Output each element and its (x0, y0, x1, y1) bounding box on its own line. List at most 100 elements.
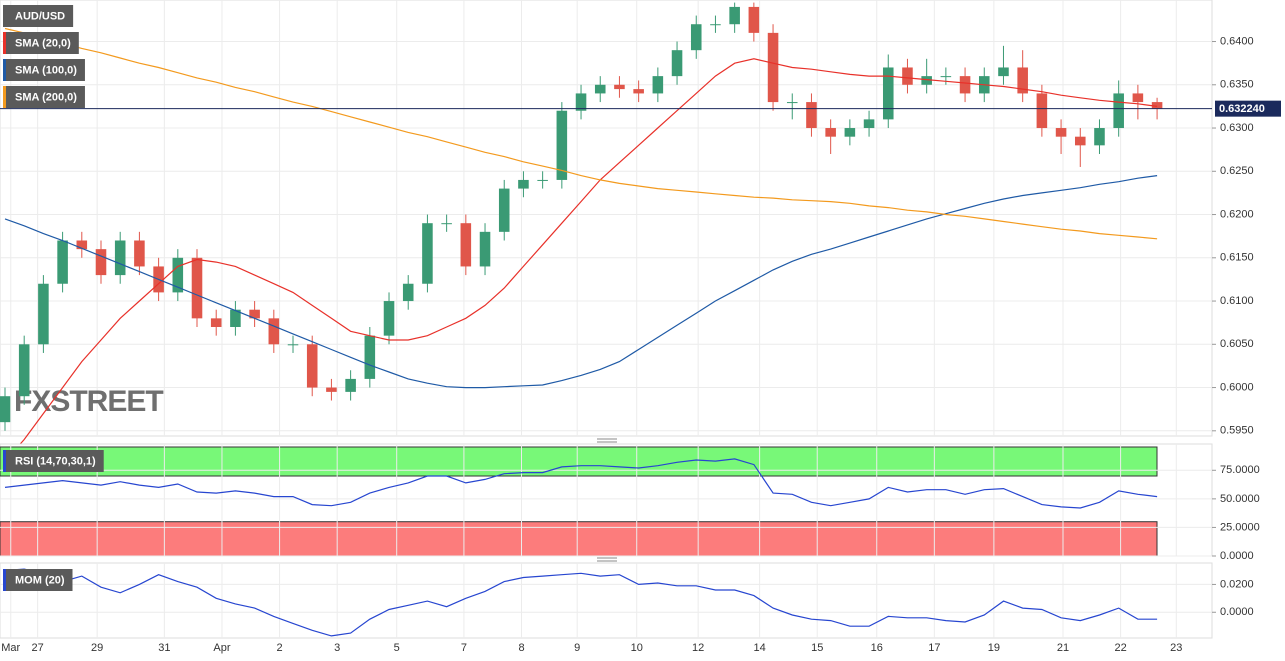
candle-body (95, 249, 107, 276)
y-tick-label: 0.0200 (1220, 578, 1254, 590)
y-tick-label: 25.0000 (1220, 521, 1260, 533)
candle-body (614, 84, 625, 90)
x-tick-label: 7 (461, 642, 467, 654)
candle-body (1132, 93, 1144, 103)
x-tick-label: 9 (574, 642, 580, 654)
legend-item: SMA (100,0) (3, 59, 85, 81)
candle-body (806, 102, 817, 129)
candle-body (326, 387, 337, 392)
legend-swatch (3, 569, 6, 591)
candle-body (902, 67, 913, 85)
y-tick-label: 0.6000 (1220, 381, 1254, 393)
candle-body (498, 188, 510, 232)
legend-box (3, 32, 79, 54)
legend-label: MOM (20) (15, 574, 65, 586)
candle-body (767, 32, 779, 103)
x-tick-label: 29 (91, 642, 103, 654)
x-tick-label: 14 (753, 642, 765, 654)
x-tick-label: 2 (277, 642, 283, 654)
candle-body (422, 223, 433, 284)
overbought-band (0, 446, 1158, 477)
legend-label: AUD/USD (15, 10, 65, 22)
legend-item: SMA (20,0) (3, 32, 79, 54)
y-tick-label: 0.6200 (1220, 208, 1254, 220)
candle-body (402, 283, 414, 302)
candle-body (38, 283, 49, 345)
panel (0, 562, 1213, 639)
candle-body (575, 93, 587, 111)
candle-body (518, 179, 529, 189)
candle-body (959, 76, 971, 94)
candle-body (268, 318, 280, 345)
candle-body (671, 50, 683, 77)
candle-body (556, 110, 568, 180)
x-tick-label: 17 (928, 642, 940, 654)
candle-body (1074, 136, 1086, 146)
y-tick-label: 0.6150 (1220, 252, 1254, 264)
x-tick-label: 5 (394, 642, 400, 654)
series-line (4, 458, 1158, 509)
y-tick-label: 0.0000 (1220, 550, 1254, 562)
legend-swatch (3, 32, 6, 54)
candle-body (364, 335, 376, 379)
x-tick-label: 19 (988, 642, 1000, 654)
last-price-label: 0.632240 (1219, 103, 1265, 115)
candle-body (345, 378, 356, 392)
candle-body (249, 309, 260, 319)
y-tick-label: 0.5950 (1220, 425, 1254, 437)
legend-box (3, 569, 73, 591)
candle-body (57, 240, 68, 284)
legend-box (3, 86, 85, 108)
candle-body (114, 240, 126, 276)
x-tick-label: 8 (518, 642, 524, 654)
candle-body (1036, 93, 1048, 129)
candle-body (825, 128, 836, 137)
y-tick-label: 0.0000 (1220, 606, 1254, 618)
candle-body (786, 102, 798, 104)
candle-body (383, 301, 395, 336)
y-tick-label: 0.6100 (1220, 295, 1254, 307)
x-tick-label: 23 (1170, 642, 1182, 654)
legend-label: SMA (20,0) (15, 37, 71, 49)
series-line (4, 58, 1158, 462)
x-tick-label: 31 (158, 642, 170, 654)
legend-swatch (3, 450, 6, 472)
candle-body (460, 223, 472, 267)
candle-body (594, 84, 606, 94)
legend-item: AUD/USD (3, 5, 74, 27)
candle-body (0, 396, 11, 423)
legend-label: SMA (200,0) (15, 91, 77, 103)
candle-body (441, 223, 452, 225)
candle-body (479, 231, 491, 267)
y-tick-label: 0.6350 (1220, 79, 1254, 91)
y-tick-label: 0.6050 (1220, 338, 1254, 350)
series-line (4, 568, 1158, 637)
candle-body (863, 119, 875, 129)
candle-body (1113, 93, 1124, 129)
oversold-band (0, 521, 1158, 557)
candle-body (1151, 102, 1163, 109)
x-tick-label: Mar (1, 642, 20, 654)
candle-body (882, 67, 894, 120)
candle-body (921, 76, 932, 85)
candle-body (76, 240, 88, 250)
x-tick-label: 15 (811, 642, 823, 654)
x-tick-label: Apr (213, 642, 230, 654)
candle-body (729, 6, 740, 25)
candle-body (633, 89, 644, 94)
candle-body (537, 179, 548, 181)
legend-item: RSI (14,70,30,1) (3, 450, 104, 472)
candle-body (1017, 67, 1028, 94)
panel (0, 0, 1213, 437)
x-tick-label: 10 (631, 642, 643, 654)
candle-body (690, 24, 702, 51)
y-tick-label: 0.6400 (1220, 35, 1254, 47)
legend-item: SMA (200,0) (3, 86, 85, 108)
candle-body (287, 344, 299, 346)
candle-body (998, 67, 1009, 77)
x-tick-label: 3 (334, 642, 340, 654)
y-tick-label: 75.0000 (1220, 464, 1260, 476)
y-tick-label: 0.6250 (1220, 165, 1254, 177)
x-tick-label: 21 (1057, 642, 1069, 654)
